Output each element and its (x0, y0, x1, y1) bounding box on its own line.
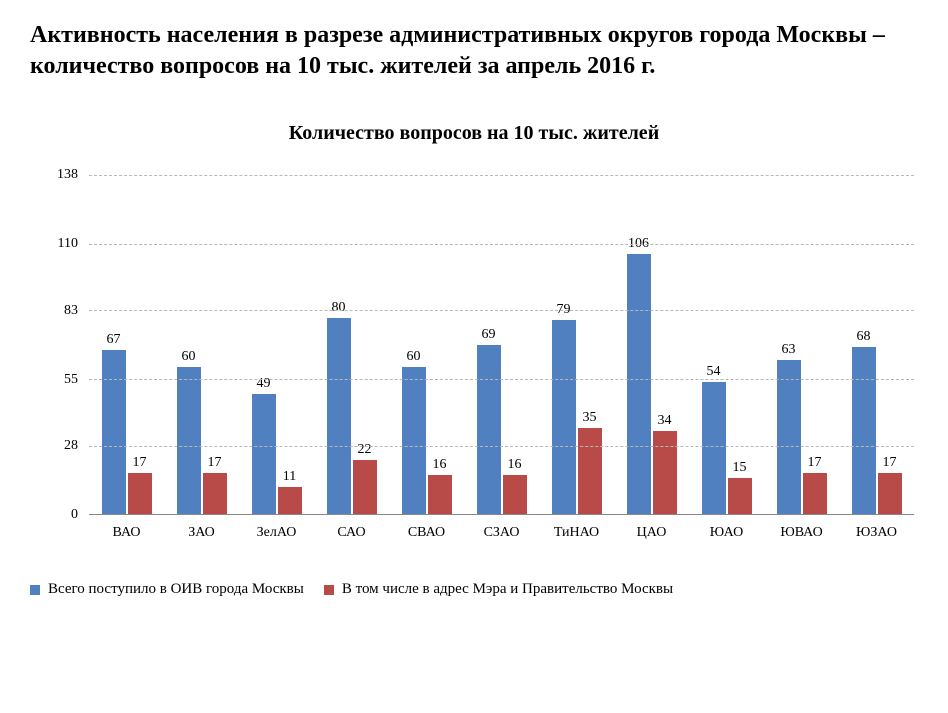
x-tick-label: СЗАО (464, 519, 539, 545)
x-tick-label: ЮЗАО (839, 519, 914, 545)
bar-group: 6016 (389, 175, 464, 514)
bar-groups: 6717601749118022601669167935106345415631… (89, 175, 914, 514)
bar: 16 (503, 475, 527, 514)
bar-group: 6717 (89, 175, 164, 514)
page-title: Активность населения в разрезе администр… (30, 20, 918, 82)
bar: 15 (728, 478, 752, 515)
bar-value-label: 16 (433, 457, 447, 473)
bar-value-label: 63 (782, 342, 796, 358)
bar-value-label: 35 (583, 410, 597, 426)
y-tick-label: 138 (34, 167, 78, 183)
bar: 63 (777, 360, 801, 515)
x-tick-label: ЮВАО (764, 519, 839, 545)
bar: 22 (353, 460, 377, 514)
bar-value-label: 17 (808, 455, 822, 471)
gridline (89, 446, 914, 447)
bar: 35 (578, 428, 602, 514)
x-tick-label: ЗАО (164, 519, 239, 545)
bar: 17 (203, 473, 227, 515)
x-tick-label: СВАО (389, 519, 464, 545)
x-tick-label: САО (314, 519, 389, 545)
bar-group: 10634 (614, 175, 689, 514)
x-tick-label: ВАО (89, 519, 164, 545)
legend-swatch (30, 585, 40, 595)
chart-title: Количество вопросов на 10 тыс. жителей (30, 122, 918, 145)
bar: 16 (428, 475, 452, 514)
legend-label: В том числе в адрес Мэра и Правительство… (342, 581, 673, 598)
bar: 106 (627, 254, 651, 514)
chart-plot: 6717601749118022601669167935106345415631… (89, 175, 914, 515)
y-tick-label: 83 (34, 303, 78, 319)
gridline (89, 379, 914, 380)
bar-group: 6017 (164, 175, 239, 514)
bar: 54 (702, 382, 726, 515)
x-tick-label: ЮАО (689, 519, 764, 545)
bar-value-label: 11 (283, 469, 296, 485)
legend-swatch (324, 585, 334, 595)
bar: 49 (252, 394, 276, 514)
bar: 79 (552, 320, 576, 514)
bar: 34 (653, 431, 677, 515)
bar-group: 7935 (539, 175, 614, 514)
gridline (89, 175, 914, 176)
chart-legend: Всего поступило в ОИВ города Москвы В том… (30, 581, 918, 598)
y-axis: 0285583110138 (34, 175, 84, 515)
bar-value-label: 16 (508, 457, 522, 473)
bar: 60 (402, 367, 426, 514)
bar-value-label: 54 (707, 364, 721, 380)
bar: 80 (327, 318, 351, 515)
y-tick-label: 0 (34, 507, 78, 523)
x-tick-label: ТиНАО (539, 519, 614, 545)
y-tick-label: 110 (34, 236, 78, 252)
bar-value-label: 34 (658, 413, 672, 429)
bar-group: 4911 (239, 175, 314, 514)
bar: 69 (477, 345, 501, 515)
bar-value-label: 80 (332, 300, 346, 316)
bar: 68 (852, 347, 876, 514)
bar: 17 (878, 473, 902, 515)
x-axis-labels: ВАОЗАОЗелАОСАОСВАОСЗАОТиНАОЦАОЮАОЮВАОЮЗА… (89, 519, 914, 545)
bar-value-label: 68 (857, 329, 871, 345)
bar-value-label: 17 (883, 455, 897, 471)
chart-area: 0285583110138 67176017491180226016691679… (34, 175, 914, 545)
bar: 17 (803, 473, 827, 515)
bar: 17 (128, 473, 152, 515)
gridline (89, 244, 914, 245)
bar: 67 (102, 350, 126, 515)
bar: 60 (177, 367, 201, 514)
gridline (89, 310, 914, 311)
y-tick-label: 28 (34, 438, 78, 454)
bar-group: 5415 (689, 175, 764, 514)
legend-label: Всего поступило в ОИВ города Москвы (48, 581, 304, 598)
bar-value-label: 15 (733, 460, 747, 476)
bar-group: 6317 (764, 175, 839, 514)
bar-group: 6916 (464, 175, 539, 514)
x-tick-label: ЦАО (614, 519, 689, 545)
bar-value-label: 17 (208, 455, 222, 471)
bar-value-label: 67 (107, 332, 121, 348)
bar-value-label: 60 (182, 349, 196, 365)
bar-value-label: 17 (133, 455, 147, 471)
bar-value-label: 69 (482, 327, 496, 343)
bar-value-label: 60 (407, 349, 421, 365)
bar: 11 (278, 487, 302, 514)
bar-group: 6817 (839, 175, 914, 514)
bar-group: 8022 (314, 175, 389, 514)
x-tick-label: ЗелАО (239, 519, 314, 545)
y-tick-label: 55 (34, 372, 78, 388)
